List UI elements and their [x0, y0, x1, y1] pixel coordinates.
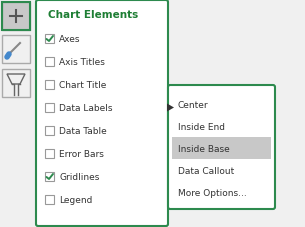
Text: Data Labels: Data Labels [59, 104, 113, 113]
Bar [45, 35, 54, 44]
Bar [172, 137, 271, 159]
Polygon shape [167, 104, 174, 112]
Text: More Options...: More Options... [178, 188, 247, 197]
Text: Data Callout: Data Callout [178, 166, 234, 175]
Text: Data Table: Data Table [59, 126, 107, 135]
Bar [45, 58, 54, 67]
FancyBboxPatch shape [36, 1, 168, 226]
Bar [45, 149, 54, 158]
Text: Inside End: Inside End [178, 122, 225, 131]
Text: Center: Center [178, 100, 209, 109]
Text: Gridlines: Gridlines [59, 172, 99, 181]
Text: Error Bars: Error Bars [59, 149, 104, 158]
Text: Inside Base: Inside Base [178, 144, 230, 153]
Bar [2, 3, 30, 31]
Bar [45, 104, 54, 113]
Bar [2, 70, 30, 98]
Bar [45, 126, 54, 135]
FancyBboxPatch shape [168, 86, 275, 209]
Text: Legend: Legend [59, 195, 92, 204]
Text: Axis Titles: Axis Titles [59, 58, 105, 67]
Bar [2, 3, 30, 31]
Bar [45, 81, 54, 90]
Text: Chart Title: Chart Title [59, 81, 106, 90]
Bar [2, 36, 30, 64]
Bar [45, 195, 54, 204]
Bar [45, 172, 54, 181]
Text: Chart Elements: Chart Elements [48, 10, 138, 20]
Text: Axes: Axes [59, 35, 81, 44]
